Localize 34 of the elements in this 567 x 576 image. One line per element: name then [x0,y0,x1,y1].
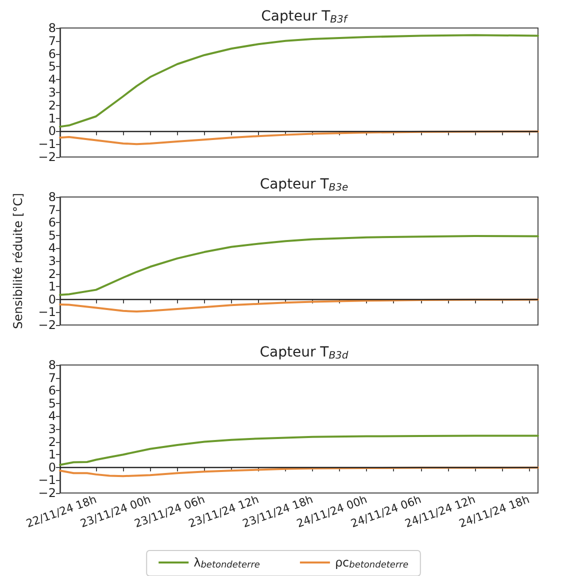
y-tick-label: 3 [48,254,56,268]
y-tick-label: 5 [48,228,56,242]
y-tick-label: 3 [48,86,56,100]
y-tick-label: 4 [48,72,56,87]
y-tick-label: 8 [48,21,56,35]
y-tick-label: 3 [48,422,56,436]
y-tick-label: 4 [48,409,56,424]
y-tick-label: 4 [48,241,56,256]
y-tick-label: −2 [38,150,56,164]
y-tick-label: 6 [48,384,56,398]
y-tick-label: 7 [48,370,56,385]
y-tick-label: 1 [48,111,56,126]
y-tick-label: 7 [48,34,56,48]
y-axis-title: Sensibilité réduite [°C] [11,193,25,329]
y-tick-label: 7 [48,202,56,217]
y-tick-label: 8 [48,358,56,372]
y-tick-label: 6 [48,216,56,230]
y-tick-label: 2 [48,434,56,449]
y-tick-label: −1 [38,305,56,320]
y-tick-label: 0 [48,292,56,306]
y-tick-label: 1 [48,280,56,294]
y-tick-label: −2 [38,318,56,332]
y-tick-label: −2 [38,486,56,500]
y-tick-label: 0 [48,124,56,138]
y-tick-label: 2 [48,266,56,281]
y-tick-label: 5 [48,396,56,410]
y-tick-label: 5 [48,60,56,74]
y-tick-label: 6 [48,46,56,61]
y-tick-label: 2 [48,98,56,112]
y-tick-label: −1 [38,473,56,488]
y-tick-label: 8 [48,190,56,204]
y-tick-label: 0 [48,460,56,474]
y-tick-label: −1 [38,137,56,152]
y-tick-label: 1 [48,448,56,462]
